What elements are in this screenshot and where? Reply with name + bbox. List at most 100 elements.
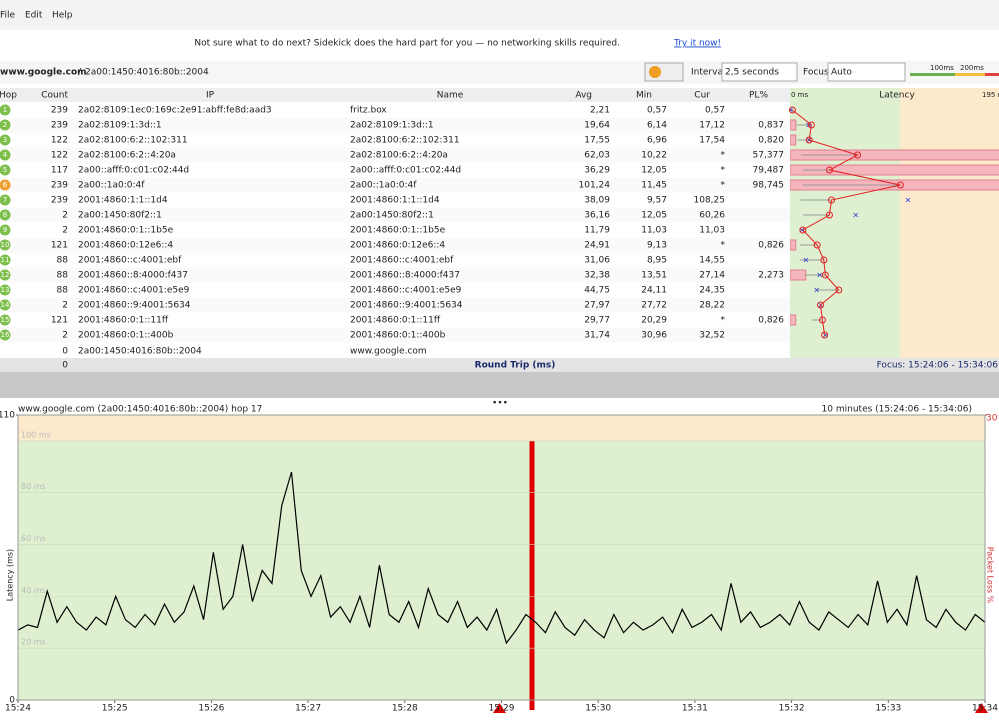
hop-number: 3 xyxy=(3,136,7,144)
cur: * xyxy=(721,316,726,326)
y2-tick-label: 30 xyxy=(986,414,998,424)
packet-loss-bar xyxy=(790,314,797,326)
x-tick-label: 15:29 xyxy=(489,704,515,714)
avg-point xyxy=(818,316,826,324)
min: 24,11 xyxy=(641,286,667,296)
avg-point xyxy=(835,286,843,294)
count: 2 xyxy=(62,211,68,221)
avg: 38,09 xyxy=(584,196,610,206)
min: 9,57 xyxy=(647,196,667,206)
ip: 2001:4860:0:1::400b xyxy=(78,331,174,341)
splitter-grip[interactable]: ••• xyxy=(492,399,508,409)
min: 8,95 xyxy=(647,256,667,266)
focus-label: Focus xyxy=(803,68,829,78)
name: 2a02:8100:6:2::4:20a xyxy=(350,151,448,161)
y-tick-label: 0 xyxy=(9,696,15,706)
scale-yellow xyxy=(955,73,985,76)
count: 121 xyxy=(51,241,68,251)
interval-value: 2,5 seconds xyxy=(725,68,779,78)
hop-badge xyxy=(0,299,11,311)
cur: 28,22 xyxy=(699,301,725,311)
count: 2 xyxy=(62,331,68,341)
menu-file[interactable]: File xyxy=(0,11,16,21)
name: 2001:4860:0:1::400b xyxy=(350,331,446,341)
cur-marker: × xyxy=(905,196,912,205)
cur-marker: × xyxy=(799,226,806,235)
cur-marker: × xyxy=(852,211,859,220)
hop-number: 9 xyxy=(3,226,7,234)
avg: 19,64 xyxy=(584,121,610,131)
ip: 2a02:8109:1:3d::1 xyxy=(78,121,162,131)
ip: 2001:4860::9:4001:5634 xyxy=(78,301,191,311)
cur: 11,03 xyxy=(699,226,725,236)
avg: 29,77 xyxy=(584,316,610,326)
hop-badge xyxy=(0,164,11,176)
hop-number: 1 xyxy=(3,106,7,114)
count: 122 xyxy=(51,136,68,146)
y-tick-label: 20 ms xyxy=(21,638,46,647)
min: 12,05 xyxy=(641,211,667,221)
min: 6,14 xyxy=(647,121,667,131)
ip: 2001:4860:0:1::1b5e xyxy=(78,226,174,236)
pause-icon xyxy=(649,66,661,78)
x-tick-label: 15:25 xyxy=(102,704,128,714)
row-stripe xyxy=(0,177,790,193)
name: 2001:4860:0:1::11ff xyxy=(350,316,441,326)
count: 239 xyxy=(51,196,68,206)
avg-point xyxy=(807,121,815,129)
target-host: www.google.com xyxy=(0,68,87,78)
plot-area xyxy=(18,415,985,700)
menu-edit[interactable]: Edit xyxy=(25,11,43,21)
target-separator: / xyxy=(78,68,82,78)
menu-help[interactable]: Help xyxy=(52,11,73,21)
avg: 36,29 xyxy=(584,166,610,176)
count: 121 xyxy=(51,316,68,326)
min: 9,13 xyxy=(647,241,667,251)
avg: 11,79 xyxy=(584,226,610,236)
avg-point xyxy=(813,241,821,249)
packet-loss-bar xyxy=(790,119,797,131)
count: 122 xyxy=(51,151,68,161)
count: 2 xyxy=(62,226,68,236)
range-marker[interactable] xyxy=(975,703,988,713)
column-header: PL% xyxy=(749,91,768,101)
banner-link[interactable]: Try it now! xyxy=(673,39,721,49)
column-header: Avg xyxy=(575,91,592,101)
x-tick-label: 15:34 xyxy=(972,704,998,714)
hop-number: 4 xyxy=(3,151,8,159)
avg: 2,21 xyxy=(590,106,610,116)
count: 117 xyxy=(51,166,68,176)
min: 12,05 xyxy=(641,166,667,176)
hop-number: 6 xyxy=(3,181,8,189)
min: 27,72 xyxy=(641,301,667,311)
hop-number: 13 xyxy=(1,286,10,294)
hop-number: 12 xyxy=(1,271,10,279)
interval-label: Interval xyxy=(691,68,725,78)
y-tick-label: 100 ms xyxy=(21,430,51,439)
scale-green xyxy=(910,73,955,76)
range-marker[interactable] xyxy=(493,703,506,713)
packet-loss: 0,837 xyxy=(758,121,784,131)
ip: 2a02:8100:6:2::4:20a xyxy=(78,151,176,161)
y-tick-label: 40 ms xyxy=(21,586,46,595)
avg-point xyxy=(828,196,836,204)
avg-point xyxy=(826,166,834,174)
min: 11,03 xyxy=(641,226,667,236)
avg-point xyxy=(896,181,904,189)
column-header: Hop xyxy=(0,91,17,101)
avg-point xyxy=(821,331,829,339)
name: 2a02:8100:6:2::102:311 xyxy=(350,136,460,146)
y-tick-label: 110 xyxy=(0,411,15,421)
interval-select[interactable] xyxy=(721,62,798,82)
focus-select[interactable] xyxy=(827,62,906,82)
row-stripe xyxy=(0,207,790,223)
count: 88 xyxy=(57,256,69,266)
x-tick-label: 15:31 xyxy=(682,704,708,714)
graph-scale-label: 195 m xyxy=(982,91,999,99)
column-header: Count xyxy=(41,91,68,101)
plot-border xyxy=(17,414,986,701)
cur: 24,35 xyxy=(699,286,725,296)
count: 88 xyxy=(57,286,69,296)
avg-point xyxy=(854,151,862,159)
y-tick-label: 80 ms xyxy=(21,482,46,491)
